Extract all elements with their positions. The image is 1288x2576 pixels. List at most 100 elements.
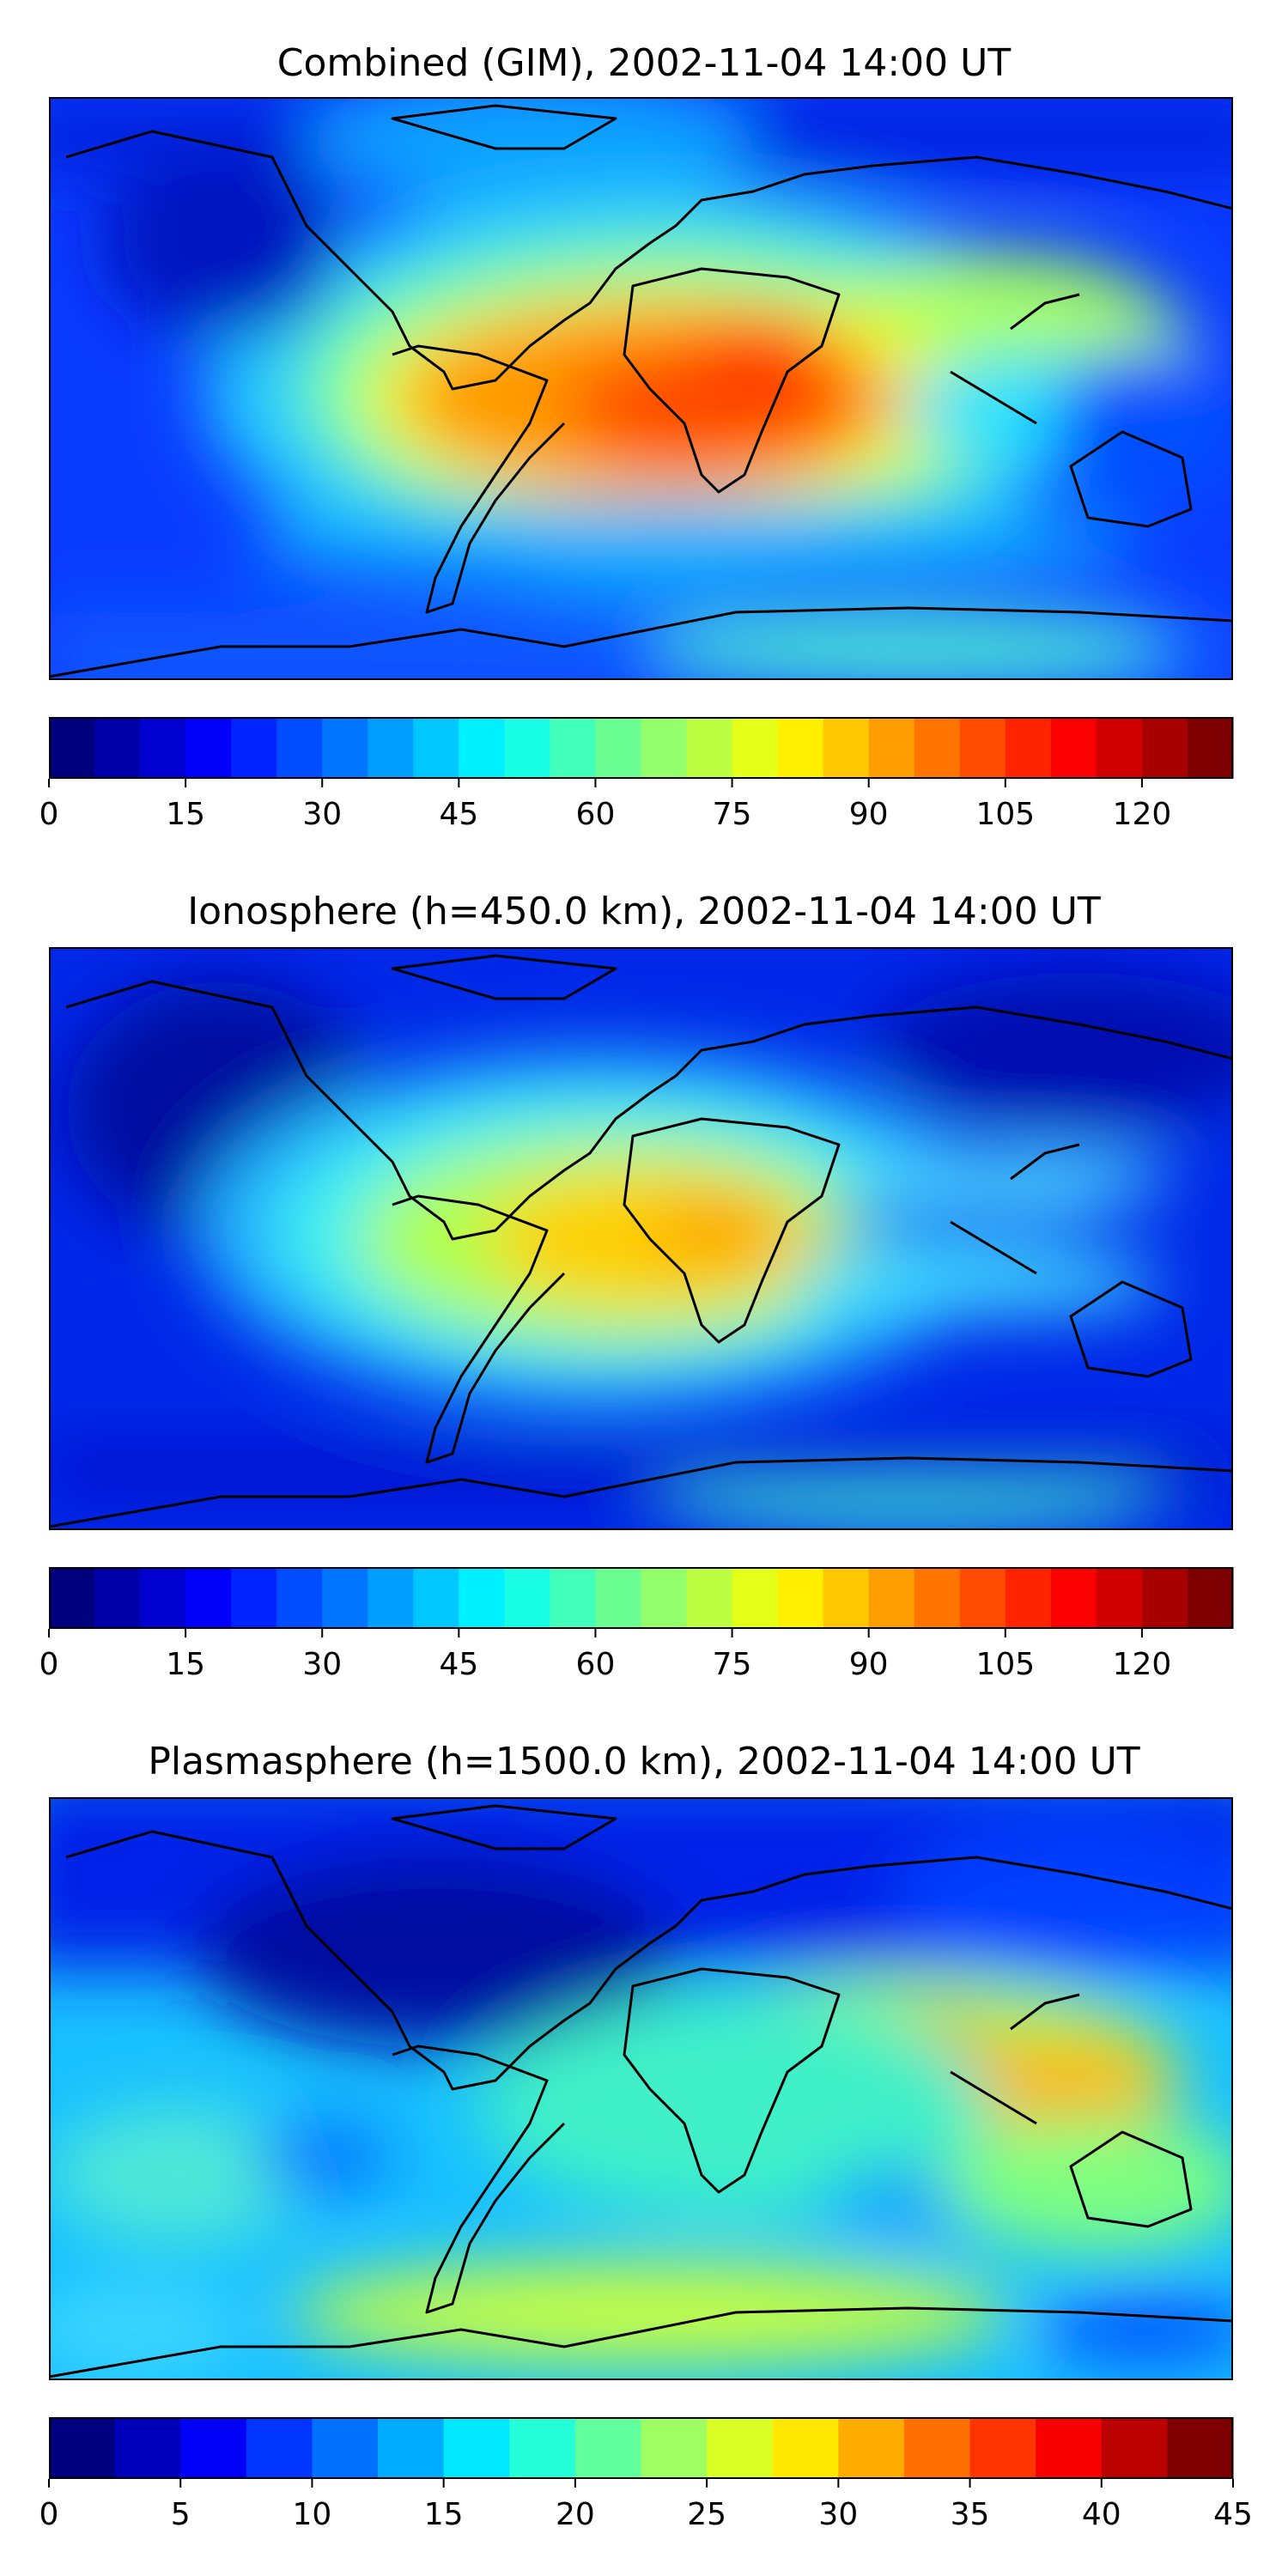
colorbar-segment <box>1167 2417 1234 2479</box>
colorbar-segment <box>1141 717 1188 779</box>
colorbar-tick-label: 105 <box>975 1647 1036 1682</box>
colorbar-tick-label: 0 <box>39 1647 59 1682</box>
panel3-colorbar-ticks: 0 5 10 15 20 25 30 35 40 45 <box>39 2497 1253 2534</box>
colorbar-segment <box>595 717 642 779</box>
panel3-map <box>49 1797 1233 2380</box>
panel3-title: Plasmasphere (h=1500.0 km), 2002-11-04 1… <box>148 1740 1140 1783</box>
colorbar-segment <box>114 2417 181 2479</box>
colorbar-segment <box>1101 2417 1168 2479</box>
colorbar-segment <box>231 1567 277 1629</box>
colorbar-segment <box>185 1567 232 1629</box>
colorbar-segment <box>550 1567 597 1629</box>
colorbar-segment <box>969 2417 1036 2479</box>
colorbar-tick-label: 105 <box>975 797 1036 832</box>
colorbar-tick-label: 0 <box>39 797 59 832</box>
colorbar-segment <box>368 717 414 779</box>
colorbar-tick-label: 45 <box>439 797 479 832</box>
colorbar-segment <box>322 717 368 779</box>
colorbar-segment <box>823 717 870 779</box>
colorbar-segment <box>914 1567 961 1629</box>
colorbar-segment <box>276 717 323 779</box>
colorbar-segment <box>1005 1567 1052 1629</box>
panel1-map <box>49 97 1233 680</box>
panel2-map <box>49 947 1233 1530</box>
colorbar-segment <box>838 2417 905 2479</box>
colorbar-tick-label: 30 <box>302 1647 343 1682</box>
colorbar-segment <box>574 2417 642 2479</box>
colorbar-tick-label: 30 <box>302 797 343 832</box>
colorbar-segment <box>140 1567 186 1629</box>
colorbar-segment <box>413 1567 459 1629</box>
colorbar-segment <box>732 1567 779 1629</box>
colorbar-segment <box>707 2417 774 2479</box>
colorbar-segment <box>868 717 915 779</box>
colorbar-tick-label: 15 <box>166 1647 206 1682</box>
colorbar-segment <box>1036 2417 1103 2479</box>
colorbar-segment <box>276 1567 323 1629</box>
colorbar-segment <box>94 717 141 779</box>
colorbar-segment <box>641 1567 688 1629</box>
colorbar-segment <box>641 2417 708 2479</box>
colorbar-tick-label: 60 <box>575 797 616 832</box>
colorbar-segment <box>686 717 733 779</box>
colorbar-segment <box>185 717 232 779</box>
colorbar-tick-label: 5 <box>170 2497 191 2532</box>
colorbar-tick-label: 15 <box>166 797 206 832</box>
colorbar-tick-label: 25 <box>687 2497 727 2532</box>
colorbar-segment <box>686 1567 733 1629</box>
colorbar-tick-label: 90 <box>848 797 889 832</box>
colorbar-tick-label: 120 <box>1112 797 1172 832</box>
colorbar-segment <box>772 2417 839 2479</box>
colorbar-segment <box>1050 717 1097 779</box>
panel2-colorbar-ticks: 0 15 30 45 60 75 90 105 120 <box>39 1647 1233 1684</box>
colorbar-segment <box>959 717 1006 779</box>
colorbar-segment <box>413 717 459 779</box>
colorbar-segment <box>1096 1567 1143 1629</box>
colorbar-segment <box>1187 717 1234 779</box>
colorbar-segment <box>1005 717 1052 779</box>
colorbar-segment <box>903 2417 971 2479</box>
colorbar-segment <box>959 1567 1006 1629</box>
colorbar-tick-label: 20 <box>555 2497 595 2532</box>
colorbar-segment <box>823 1567 870 1629</box>
colorbar-tick-label: 75 <box>712 797 752 832</box>
colorbar-segment <box>140 717 186 779</box>
colorbar-segment <box>550 717 597 779</box>
colorbar-segment <box>322 1567 368 1629</box>
panel3-colorbar <box>48 2417 1234 2488</box>
colorbar-segment <box>1050 1567 1097 1629</box>
colorbar-segment <box>368 1567 414 1629</box>
colorbar-tick-label: 0 <box>39 2497 59 2532</box>
colorbar-segment <box>914 717 961 779</box>
colorbar-tick-label: 90 <box>848 1647 889 1682</box>
colorbar-segment <box>231 717 277 779</box>
colorbar-segment <box>180 2417 247 2479</box>
colorbar-tick-label: 15 <box>423 2497 464 2532</box>
colorbar-tick-label: 45 <box>1213 2497 1253 2532</box>
colorbar-segment <box>595 1567 642 1629</box>
panel2-title: Ionosphere (h=450.0 km), 2002-11-04 14:0… <box>187 890 1101 933</box>
colorbar-tick-label: 45 <box>439 1647 479 1682</box>
colorbar-tick-label: 30 <box>818 2497 859 2532</box>
colorbar-segment <box>312 2417 379 2479</box>
colorbar-segment <box>378 2417 445 2479</box>
colorbar-segment <box>732 717 779 779</box>
colorbar-tick-label: 35 <box>950 2497 990 2532</box>
colorbar-segment <box>49 1567 95 1629</box>
colorbar-tick-label: 10 <box>292 2497 332 2532</box>
panel2-colorbar <box>48 1567 1234 1637</box>
colorbar-tick-label: 120 <box>1112 1647 1172 1682</box>
colorbar-segment <box>49 2417 116 2479</box>
panel1-colorbar-ticks: 0 15 30 45 60 75 90 105 120 <box>39 797 1233 834</box>
colorbar-segment <box>459 1567 505 1629</box>
colorbar-segment <box>1096 717 1143 779</box>
colorbar-segment <box>1141 1567 1188 1629</box>
panel1-colorbar <box>48 717 1234 787</box>
colorbar-tick-label: 40 <box>1081 2497 1121 2532</box>
colorbar-segment <box>504 717 551 779</box>
colorbar-segment <box>1187 1567 1234 1629</box>
colorbar-segment <box>509 2417 576 2479</box>
colorbar-segment <box>94 1567 141 1629</box>
colorbar-segment <box>868 1567 915 1629</box>
colorbar-segment <box>777 717 824 779</box>
